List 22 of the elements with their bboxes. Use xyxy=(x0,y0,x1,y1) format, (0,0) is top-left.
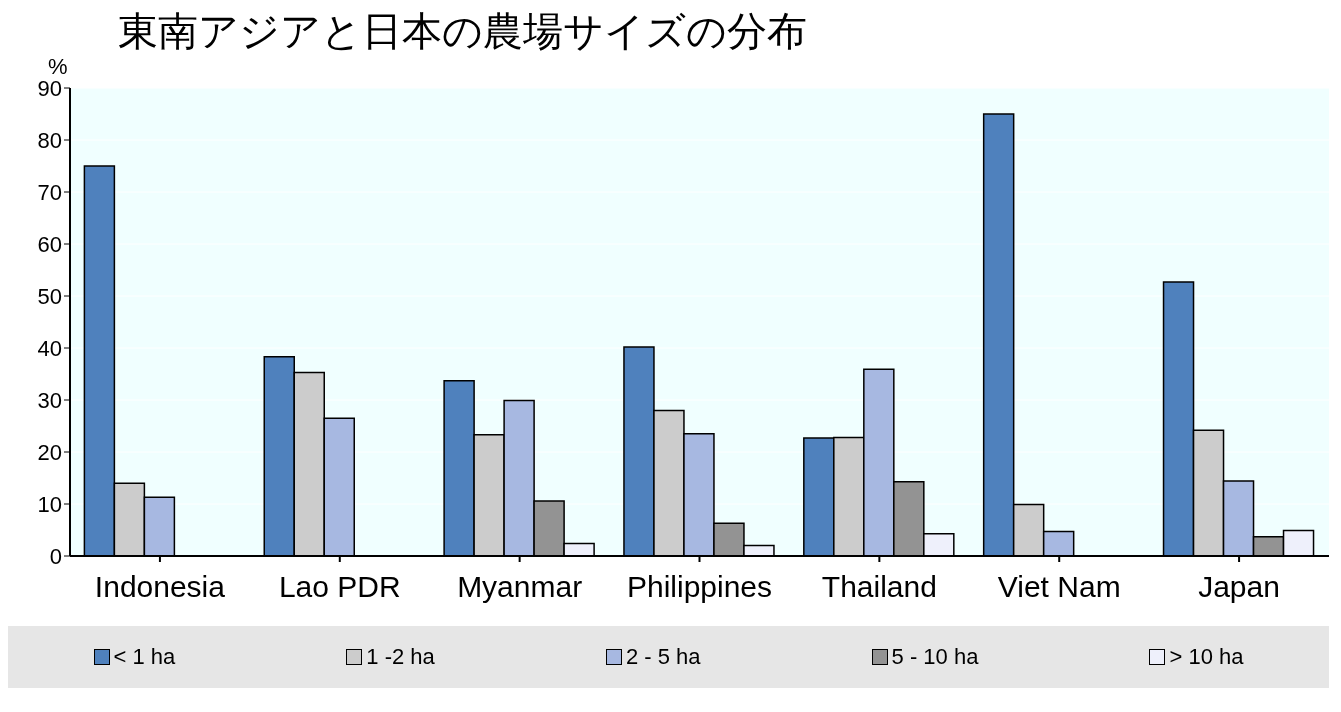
x-tick-label: Indonesia xyxy=(94,570,226,604)
x-tick-label: Lao PDR xyxy=(278,570,401,604)
y-tick-label: 20 xyxy=(37,439,62,465)
legend-label: < 1 ha xyxy=(113,644,176,670)
x-tick-label: Philippines xyxy=(626,570,773,604)
y-tick-label: 30 xyxy=(37,387,62,413)
legend-label: 1 -2 ha xyxy=(366,644,435,670)
y-tick-label: 60 xyxy=(37,231,62,257)
y-tick-label: 0 xyxy=(49,543,62,569)
legend-label: 5 - 10 ha xyxy=(891,644,979,670)
y-tick-label: 40 xyxy=(37,335,62,361)
chart-title: 東南アジアと日本の農場サイズの分布 xyxy=(118,8,808,54)
y-tick-label: 50 xyxy=(37,283,62,309)
y-tick-label: 10 xyxy=(37,491,62,517)
x-tick-label: Myanmar xyxy=(457,570,583,604)
y-tick-label: 70 xyxy=(37,179,62,205)
x-tick-label: Thailand xyxy=(821,570,937,604)
x-tick-label: Viet Nam xyxy=(997,570,1121,604)
legend-label: 2 - 5 ha xyxy=(625,644,701,670)
legend-label: > 10 ha xyxy=(1169,644,1244,670)
y-tick-label: 80 xyxy=(37,127,62,153)
x-tick-label: Japan xyxy=(1198,570,1280,604)
